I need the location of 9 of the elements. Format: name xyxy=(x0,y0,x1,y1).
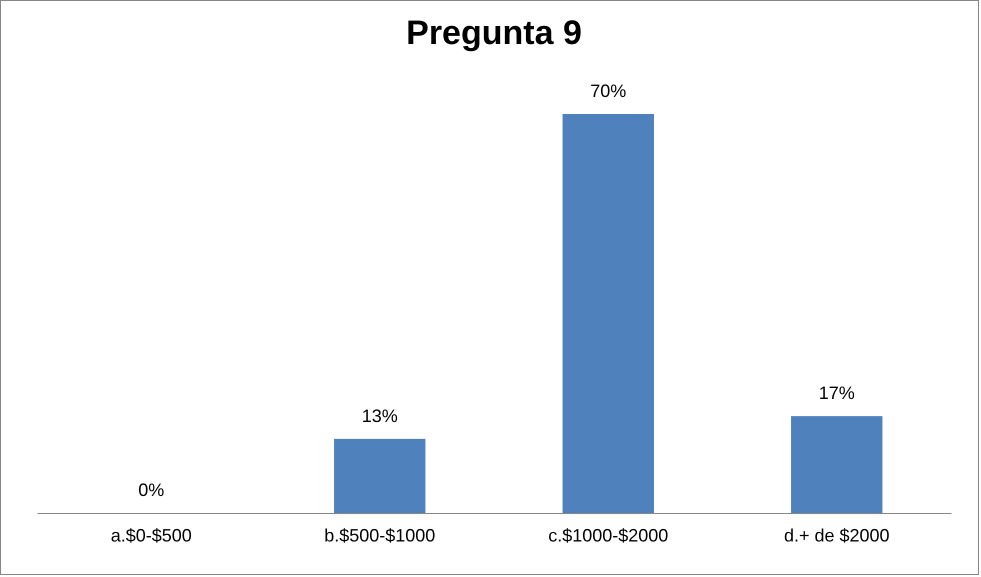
x-tick-label: c.$1000-$2000 xyxy=(548,526,668,546)
x-tick-label: b.$500-$1000 xyxy=(324,526,436,546)
chart-title: Pregunta 9 xyxy=(406,14,582,52)
data-label: 70% xyxy=(590,81,626,101)
x-tick-label: a.$0-$500 xyxy=(110,526,192,546)
x-tick-label: d.+ de $2000 xyxy=(784,526,890,546)
data-label: 0% xyxy=(138,480,164,500)
data-label: 17% xyxy=(818,383,855,404)
data-label: 13% xyxy=(362,406,398,426)
